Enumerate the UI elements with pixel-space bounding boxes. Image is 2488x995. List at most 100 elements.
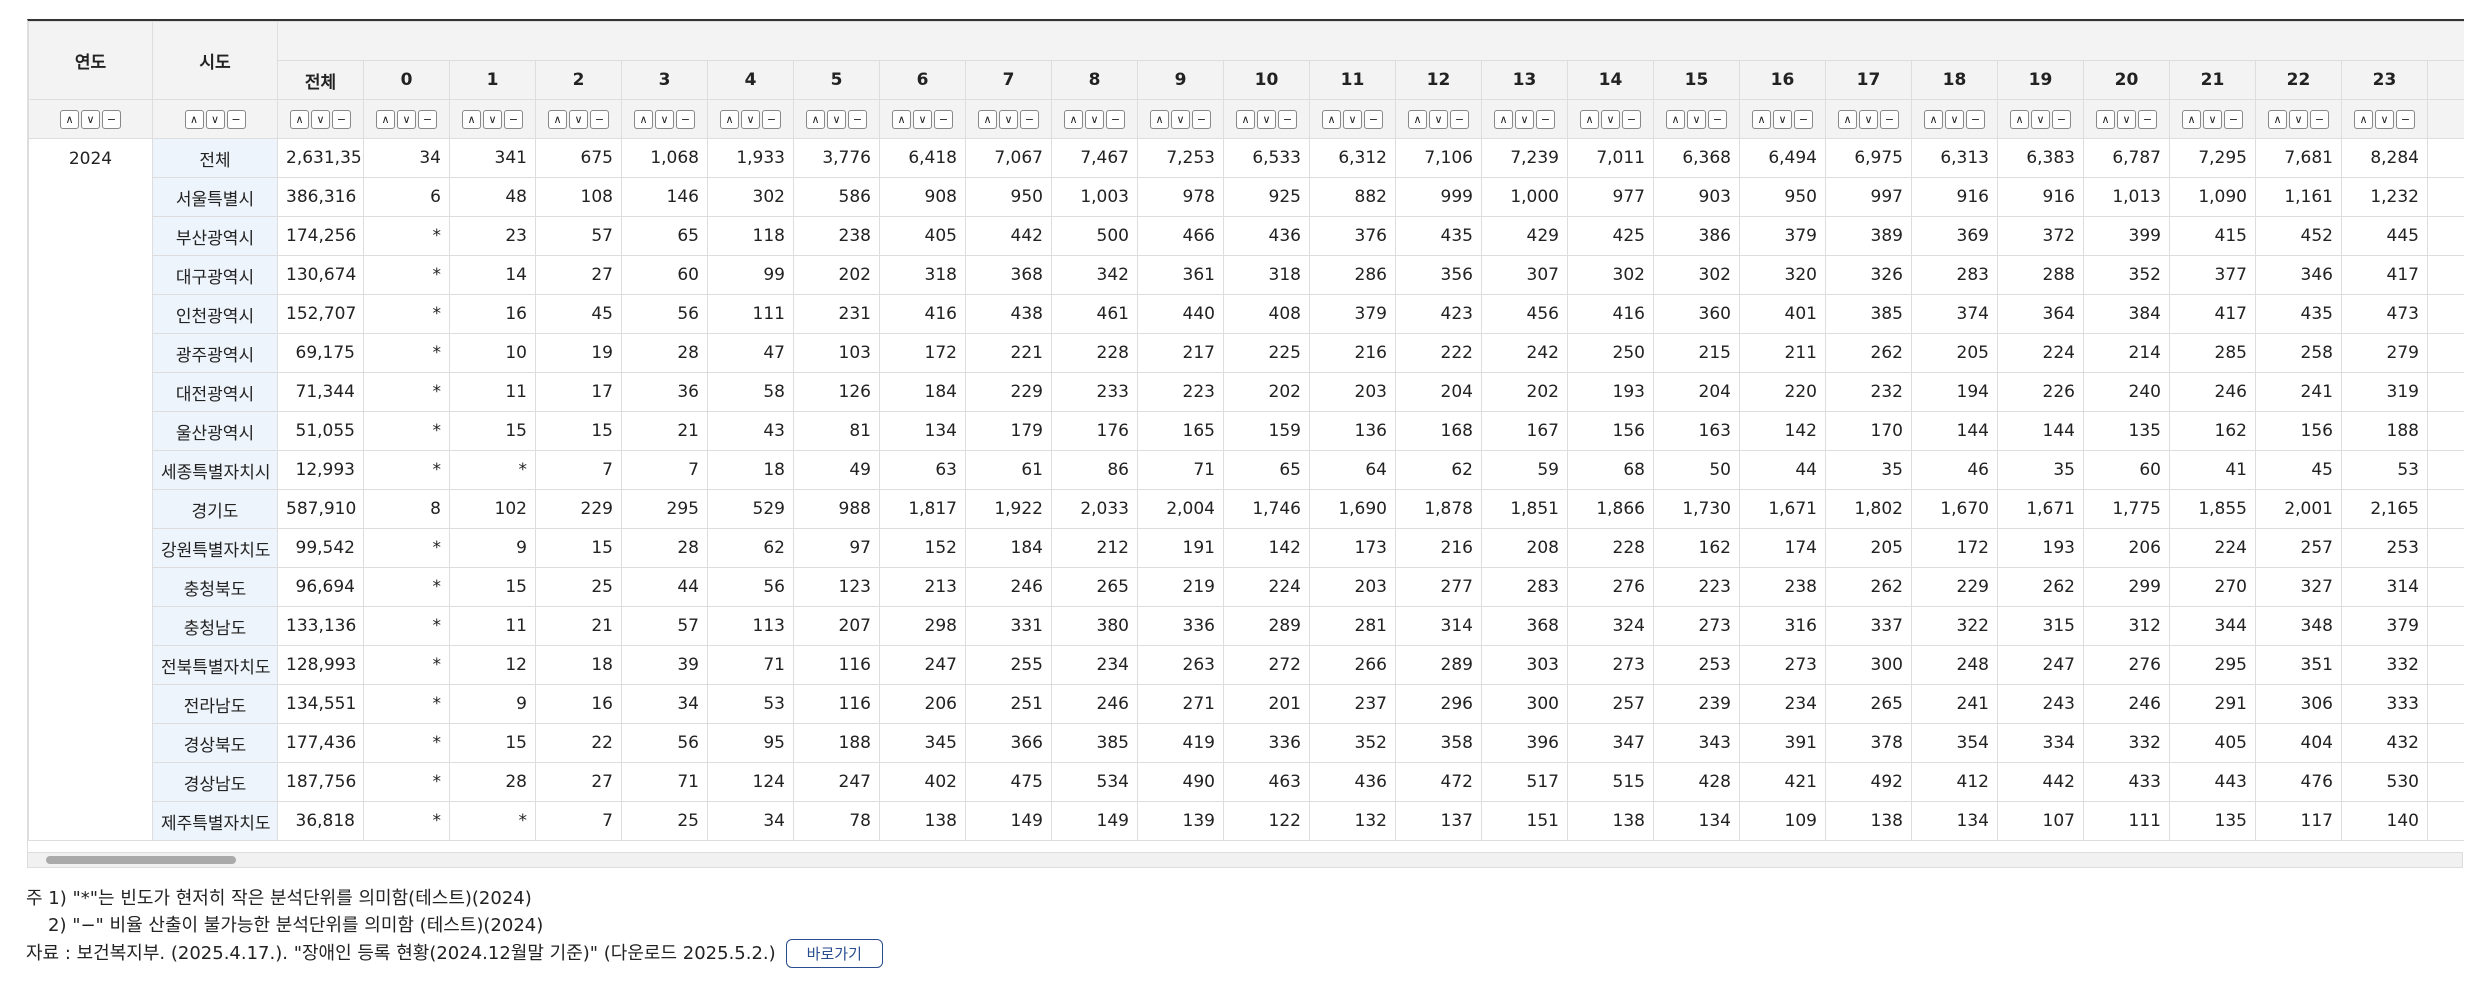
sort-button[interactable]: ∨	[913, 109, 932, 129]
horizontal-scrollbar[interactable]	[27, 852, 2463, 868]
value-cell: 202	[1223, 372, 1310, 412]
sort-button[interactable]: −	[332, 109, 351, 129]
sort-button[interactable]: −	[762, 109, 781, 129]
sort-button[interactable]: ∧	[1408, 109, 1427, 129]
sort-button[interactable]: ∧	[1322, 109, 1341, 129]
sort-button[interactable]: ∨	[1085, 109, 1104, 129]
sort-button[interactable]: ∧	[1580, 109, 1599, 129]
sort-button[interactable]: ∨	[1945, 109, 1964, 129]
sort-button[interactable]: ∨	[1773, 109, 1792, 129]
sort-button[interactable]: ∧	[1666, 109, 1685, 129]
sort-button[interactable]: −	[1192, 109, 1211, 129]
sort-button[interactable]: −	[1450, 109, 1469, 129]
sort-button[interactable]: ∨	[2375, 109, 2394, 129]
value-cell: 68	[1567, 450, 1654, 490]
sort-button[interactable]: ∧	[892, 109, 911, 129]
sort-button[interactable]: ∧	[60, 109, 79, 129]
sort-button[interactable]: ∧	[720, 109, 739, 129]
sort-button[interactable]: ∨	[1859, 109, 1878, 129]
sort-button[interactable]: ∧	[184, 109, 204, 129]
sort-button[interactable]: ∨	[999, 109, 1018, 129]
sort-button[interactable]: −	[1106, 109, 1125, 129]
sort-button[interactable]: −	[2138, 109, 2157, 129]
sort-button[interactable]: ∨	[311, 109, 330, 129]
sort-button[interactable]: ∧	[1494, 109, 1513, 129]
sort-button[interactable]: −	[2052, 109, 2071, 129]
sort-button[interactable]: ∧	[2354, 109, 2373, 129]
sort-button[interactable]: ∨	[655, 109, 674, 129]
sort-button[interactable]: ∨	[827, 109, 846, 129]
value-cell: *	[363, 255, 450, 295]
value-cell: 34	[621, 684, 708, 724]
sort-button[interactable]: ∧	[290, 109, 309, 129]
link-button[interactable]: 바로가기	[785, 939, 883, 968]
sort-button[interactable]: −	[1708, 109, 1727, 129]
sort-button[interactable]: −	[1966, 109, 1985, 129]
sort-button[interactable]: ∧	[1150, 109, 1169, 129]
sort-button[interactable]: ∧	[1924, 109, 1943, 129]
sort-button[interactable]: ∧	[634, 109, 653, 129]
sort-button[interactable]: ∨	[2031, 109, 2050, 129]
scroll-thumb[interactable]	[46, 856, 236, 864]
sort-button[interactable]: ∧	[2096, 109, 2115, 129]
sort-button[interactable]: −	[504, 109, 523, 129]
value-cell: 270	[2169, 567, 2256, 607]
value-cell: 17	[535, 372, 622, 412]
value-cell: 354	[1911, 723, 1998, 763]
sort-button[interactable]: ∧	[1236, 109, 1255, 129]
sort-button[interactable]: −	[418, 109, 437, 129]
sort-button[interactable]: ∧	[1064, 109, 1083, 129]
sort-button[interactable]: ∧	[2182, 109, 2201, 129]
value-cell: 228	[1567, 528, 1654, 568]
sort-button[interactable]: ∨	[1687, 109, 1706, 129]
sort-button[interactable]: ∧	[376, 109, 395, 129]
sort-button[interactable]: −	[102, 109, 121, 129]
sort-button[interactable]: ∧	[978, 109, 997, 129]
sort-cell: ∧ ∨ −	[1567, 99, 1654, 139]
sort-cell: ∧ ∨ −	[28, 99, 153, 139]
sort-button[interactable]: −	[2224, 109, 2243, 129]
sort-button[interactable]: ∨	[1171, 109, 1190, 129]
sort-button[interactable]: ∨	[1601, 109, 1620, 129]
sort-button[interactable]: −	[1880, 109, 1899, 129]
sort-button[interactable]: ∨	[1429, 109, 1448, 129]
sort-button[interactable]: −	[590, 109, 609, 129]
sort-button[interactable]: ∧	[806, 109, 825, 129]
sort-button[interactable]: ∨	[2289, 109, 2308, 129]
sort-button[interactable]: −	[1020, 109, 1039, 129]
sort-button[interactable]: ∧	[2268, 109, 2287, 129]
source: 자료 : 보건복지부. (2025.4.17.). "장애인 등록 현황(202…	[26, 939, 883, 968]
sort-button[interactable]: ∧	[548, 109, 567, 129]
sort-button[interactable]: −	[226, 109, 246, 129]
sort-button[interactable]: ∧	[1752, 109, 1771, 129]
sort-button[interactable]: ∨	[1343, 109, 1362, 129]
sort-button[interactable]: −	[2396, 109, 2415, 129]
sort-button[interactable]: −	[1278, 109, 1297, 129]
value-cell: 1,922	[965, 489, 1052, 529]
sort-button[interactable]: ∧	[462, 109, 481, 129]
sort-button[interactable]: −	[1536, 109, 1555, 129]
sort-button[interactable]: −	[676, 109, 695, 129]
sort-button[interactable]: −	[934, 109, 953, 129]
sort-button[interactable]: ∨	[569, 109, 588, 129]
sort-cell: ∧ ∨ −	[1137, 99, 1224, 139]
sort-button[interactable]: −	[1364, 109, 1383, 129]
sort-button[interactable]: −	[2310, 109, 2329, 129]
sort-button[interactable]: ∨	[205, 109, 225, 129]
sort-button[interactable]: ∨	[741, 109, 760, 129]
sort-button[interactable]: −	[848, 109, 867, 129]
sort-button[interactable]: ∨	[2203, 109, 2222, 129]
sort-button[interactable]: ∨	[397, 109, 416, 129]
value-cell: 997	[1825, 177, 1912, 217]
value-cell: 7	[535, 450, 622, 490]
sort-button[interactable]: −	[1622, 109, 1641, 129]
sort-button[interactable]: ∧	[1838, 109, 1857, 129]
sort-button[interactable]: −	[1794, 109, 1813, 129]
sort-button[interactable]: ∨	[483, 109, 502, 129]
sort-button[interactable]: ∨	[1257, 109, 1276, 129]
sort-button[interactable]: ∨	[2117, 109, 2136, 129]
sort-button[interactable]: ∧	[2010, 109, 2029, 129]
value-cell: 15	[535, 528, 622, 568]
sort-button[interactable]: ∨	[1515, 109, 1534, 129]
sort-button[interactable]: ∨	[81, 109, 100, 129]
